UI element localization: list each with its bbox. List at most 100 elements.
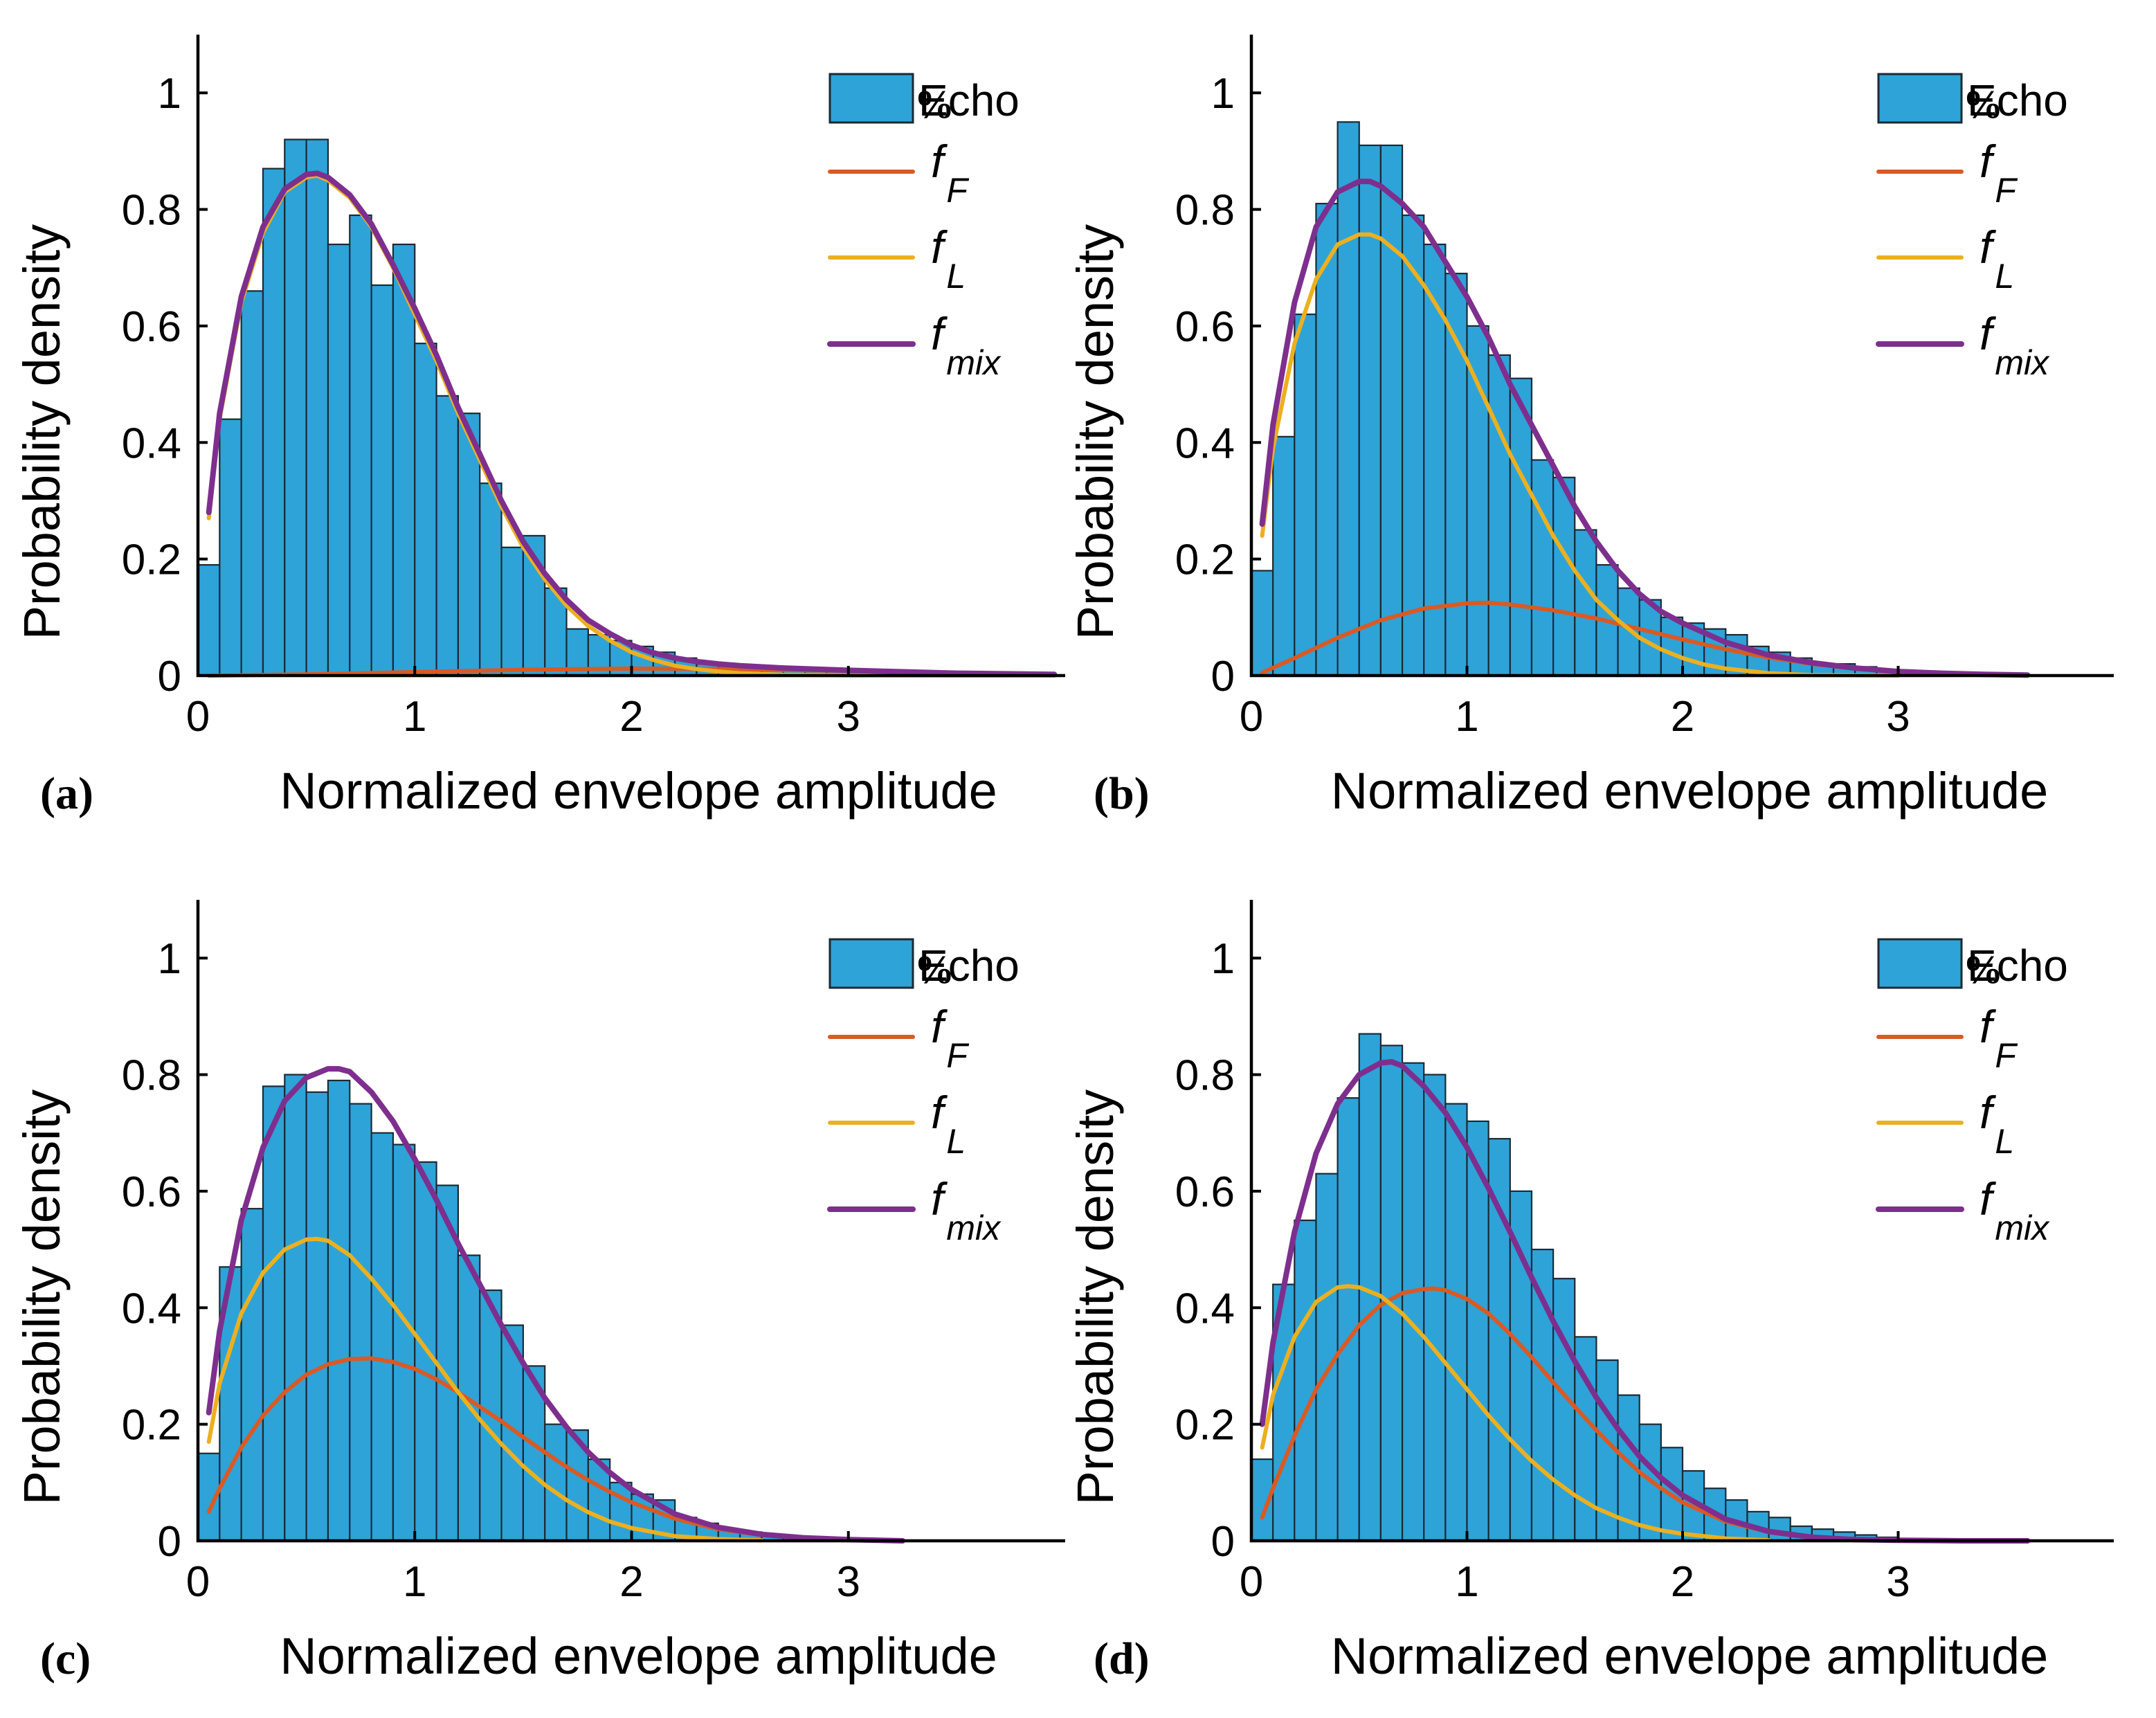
panel-d-curve-f-mix	[1259, 1059, 2031, 1544]
panel-a-hist-bar	[392, 243, 416, 677]
panel-a-hist-bar	[349, 214, 372, 677]
panel-d-xlabel: Normalized envelope amplitude	[1331, 1627, 2049, 1685]
panel-c-curve-f-mix	[206, 1066, 906, 1544]
panel-d-hist-bar	[1509, 1190, 1533, 1542]
panel-d-curve-f-f	[1260, 1286, 1901, 1543]
panel-c: 0 1 2 3 0 0.2 0.4 0.6 0.8 1 Normalized envelope am…	[13, 900, 1065, 1685]
panel-d-ytick-label: 0.8	[1175, 1052, 1235, 1100]
panel-c-curve-f-l	[206, 1236, 764, 1543]
panel-c-xtick-label: 2	[619, 1558, 643, 1606]
panel-d-hist-bar	[1401, 1062, 1425, 1542]
panel-b-legend-swatch-echo	[1877, 73, 1963, 124]
panel-c-hist-bar	[327, 1079, 351, 1542]
panel-b-xtick-label: 2	[1671, 693, 1694, 741]
panel-d-ylabel: Probability density	[1067, 1089, 1124, 1505]
panel-c-hist-bar	[565, 1429, 589, 1542]
panel-c-ytick-label: 0.4	[122, 1285, 181, 1332]
panel-c-legend-f-l-label: fL	[931, 1087, 966, 1161]
panel-c-ytick-label: 0.8	[122, 1052, 181, 1100]
panel-a-hist-bar	[327, 243, 351, 677]
panel-a-hist-bar	[197, 563, 221, 677]
panel-b-hist-bar	[1509, 377, 1533, 677]
panel-a-ytick-label: 0	[158, 653, 181, 700]
panel-d-hist-bar	[1294, 1219, 1317, 1542]
panel-d-ytick-label: 0.4	[1175, 1285, 1235, 1332]
panel-a-ytick-label: 0.6	[122, 303, 181, 351]
panel-d-legend-f-mix-label: fmix	[1980, 1173, 2050, 1247]
panel-a-hist-bar	[219, 418, 242, 677]
panel-a-ytick-label: 0.4	[122, 419, 181, 467]
panel-b-ytick-label: 0.6	[1175, 303, 1235, 351]
panel-a-legend-echo-label: Echo	[918, 75, 1020, 125]
panel-b-legend-echo-label: Echo	[1967, 75, 2068, 125]
panel-b-ytick-label: 1	[1211, 70, 1235, 118]
panel-a-hist-bar	[500, 546, 524, 677]
panel-d-ytick-label: 0	[1211, 1518, 1235, 1566]
panel-b-label: (b)	[1094, 768, 1150, 819]
panel-c-curve-f-f	[206, 1356, 851, 1542]
panel-c-hist-bar	[544, 1423, 568, 1542]
panel-d-hist-bar	[1337, 1097, 1360, 1542]
panel-a-ytick-label: 0.8	[122, 187, 181, 235]
panel-a-ylabel: Probability density	[13, 224, 71, 640]
panel-d-legend: Echo fF fL fmix	[1876, 938, 2068, 1247]
panel-b-hist-bar	[1552, 476, 1576, 677]
panel-a-hist-bar	[414, 343, 437, 677]
panel-a-hist-bar	[284, 138, 307, 677]
panel-a-label: (a)	[40, 768, 93, 819]
panel-a: 0 1 2 3 0 0.2 0.4 0.6 0.8 1 Normalized envelope am…	[13, 35, 1065, 820]
panel-a-hist-bar	[262, 168, 286, 677]
panel-c-hist-bar	[240, 1208, 264, 1542]
panel-d-xtick-label: 1	[1455, 1558, 1478, 1606]
panel-c-ytick-label: 0.2	[122, 1402, 181, 1449]
panel-b-ytick-label: 0.4	[1175, 419, 1235, 467]
panel-b-hist-bar	[1617, 587, 1640, 677]
panel-b-curve-f-mix	[1259, 179, 2031, 678]
panel-b-hist-bar	[1660, 616, 1684, 677]
panel-b-hist-bar	[1250, 570, 1274, 677]
panel-d-xtick-label: 3	[1886, 1558, 1910, 1606]
panel-c-ytick-label: 0.6	[122, 1168, 181, 1216]
panel-a-legend: Echo fF fL fmix	[827, 73, 1020, 382]
panel-b-hist-bar	[1444, 273, 1468, 677]
panel-b-xtick-label: 0	[1240, 693, 1263, 741]
panel-b-xlabel: Normalized envelope amplitude	[1331, 762, 2049, 820]
panel-a-curve-f-mix	[206, 170, 1058, 678]
panel-b-ytick-label: 0.8	[1175, 187, 1235, 235]
panel-b-curve-f-l	[1260, 232, 1901, 678]
panel-a-hist-bar	[305, 138, 329, 677]
panel-b-legend: Echo fF fL fmix	[1876, 73, 2068, 382]
panel-c-xtick-label: 0	[186, 1558, 210, 1606]
panel-d-legend-f-l-label: fL	[1980, 1087, 2014, 1161]
panel-a-hist-bar	[370, 284, 395, 677]
panel-b-hist-bar	[1574, 529, 1597, 677]
panel-b-hist-bar	[1358, 144, 1382, 677]
panel-a-ytick-label: 1	[158, 70, 181, 118]
panel-b-ylabel: Probability density	[1067, 224, 1124, 640]
panel-a-legend-swatch-echo	[828, 73, 914, 124]
panel-d-xtick-label: 0	[1240, 1558, 1263, 1606]
panel-b-legend-f-f-label: fF	[1980, 136, 2018, 210]
panel-c-xtick-label: 3	[837, 1558, 860, 1606]
panel-a-ytick-label: 0.2	[122, 536, 181, 584]
panel-b-ytick-label: 0	[1211, 653, 1235, 700]
panel-d: 0 1 2 3 0 0.2 0.4 0.6 0.8 1 Normalized envelope am…	[1067, 900, 2114, 1685]
panel-b-ytick-label: 0.2	[1175, 536, 1235, 584]
panel-d-legend-f-f-label: fF	[1980, 1001, 2018, 1075]
panel-c-hist-bar	[392, 1143, 416, 1542]
panel-b-legend-f-mix-label: fmix	[1980, 308, 2050, 382]
panel-b-hist-bar	[1466, 325, 1489, 677]
panel-d-legend-swatch-echo	[1877, 938, 1963, 989]
panel-c-legend-f-mix-label: fmix	[931, 1173, 1002, 1247]
panel-b-hist-bar	[1423, 243, 1447, 677]
panel-a-hist-bar	[435, 395, 460, 677]
panel-b-hist-bar	[1337, 121, 1360, 677]
panel-d-ytick-label: 1	[1211, 935, 1235, 983]
panel-a-legend-f-mix-label: fmix	[931, 308, 1002, 382]
panel-b-hist-bar	[1272, 435, 1296, 677]
panel-d-curve-f-l	[1260, 1284, 1771, 1543]
panel-c-label: (c)	[40, 1634, 91, 1684]
panel-b-hist-bar	[1294, 313, 1317, 677]
panel-d-legend-echo-label: Echo	[1967, 941, 2068, 991]
